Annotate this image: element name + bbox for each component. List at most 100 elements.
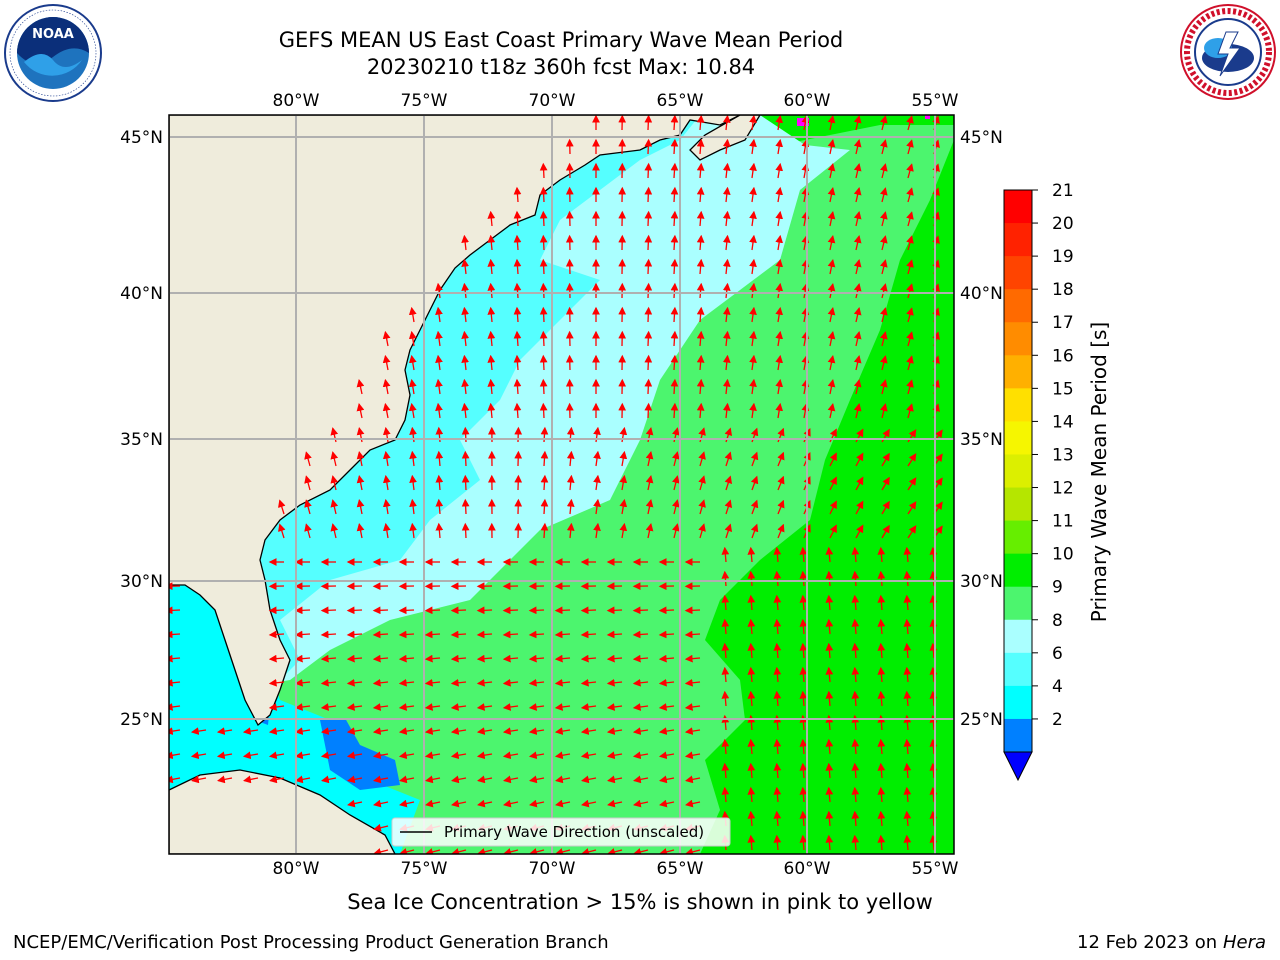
wave-direction-arrow: [696, 186, 705, 203]
wave-direction-arrow: [777, 451, 785, 467]
wave-direction-arrow: [294, 751, 311, 760]
wave-direction-arrow: [619, 498, 628, 515]
wave-direction-arrow: [747, 738, 756, 755]
wave-direction-arrow: [672, 451, 680, 467]
colorbar-tick-label: 8: [1052, 611, 1063, 631]
wave-direction-arrow: [450, 727, 467, 735]
noaa-logo-text: NOAA: [32, 27, 74, 42]
wave-direction-arrow: [722, 258, 731, 275]
wave-direction-arrow: [670, 330, 679, 347]
wave-direction-arrow: [242, 751, 259, 760]
lon-label-bottom: 55°W: [912, 859, 959, 879]
wave-direction-arrow: [906, 307, 914, 323]
wave-direction-arrow: [799, 810, 808, 827]
wave-direction-arrow: [476, 606, 493, 615]
wave-direction-arrow: [513, 210, 522, 227]
wave-direction-arrow: [659, 775, 675, 784]
wave-direction-arrow: [777, 475, 785, 491]
wave-direction-arrow: [435, 354, 443, 371]
wave-direction-arrow: [372, 703, 389, 711]
sea-ice-note: Sea Ice Concentration > 15% is shown in …: [347, 890, 933, 914]
wave-direction-arrow: [929, 786, 938, 803]
wave-direction-arrow: [929, 594, 938, 611]
wave-direction-arrow: [304, 499, 312, 515]
wave-direction-arrow: [775, 162, 784, 179]
wave-direction-arrow: [294, 606, 311, 615]
wave-direction-arrow: [502, 630, 519, 639]
wave-direction-arrow: [853, 115, 862, 131]
lon-label-bottom: 75°W: [401, 859, 448, 879]
wave-direction-arrow: [929, 570, 938, 587]
wave-direction-arrow: [749, 354, 757, 371]
wave-direction-arrow: [670, 186, 679, 203]
wave-direction-arrow: [853, 379, 862, 395]
wave-direction-arrow: [408, 306, 417, 323]
wave-direction-arrow: [528, 703, 545, 711]
wave-direction-arrow: [461, 354, 470, 371]
map-frame: [168, 114, 955, 855]
wave-direction-arrow: [827, 115, 836, 131]
colorbar-tick-label: 18: [1052, 280, 1074, 300]
wave-direction-arrow: [632, 727, 649, 735]
wave-direction-arrow: [398, 727, 415, 735]
wave-direction-arrow: [539, 162, 548, 179]
wave-direction-arrow: [356, 499, 365, 515]
colorbar-tick-label: 19: [1052, 247, 1074, 267]
wave-direction-arrow: [877, 834, 886, 851]
wave-direction-arrow: [877, 546, 886, 563]
wave-direction-arrow: [696, 282, 705, 299]
wave-direction-arrow: [554, 751, 571, 760]
wave-direction-arrow: [513, 402, 522, 419]
wave-direction-arrow: [269, 775, 285, 784]
wave-direction-arrow: [827, 235, 836, 251]
wave-direction-arrow: [243, 775, 259, 784]
lat-label-left: 30°N: [120, 572, 163, 592]
colorbar-tick-label: 2: [1052, 710, 1063, 730]
colorbar-tick-label: 14: [1052, 412, 1074, 432]
wave-direction-arrow: [606, 727, 623, 735]
wave-direction-arrow: [722, 402, 731, 419]
wave-direction-arrow: [775, 282, 784, 299]
wave-direction-arrow: [294, 654, 311, 663]
date-stamp: 12 Feb 2023 on Hera: [1077, 932, 1266, 953]
wave-direction-arrow: [373, 775, 389, 784]
wave-direction-arrow: [658, 678, 675, 687]
colorbar-tick-label: 11: [1052, 512, 1074, 532]
wave-direction-arrow: [799, 738, 808, 755]
wave-direction-arrow: [658, 654, 675, 663]
wave-direction-arrow: [696, 378, 705, 395]
wave-direction-arrow: [880, 163, 888, 179]
wave-direction-arrow: [696, 354, 705, 371]
wave-direction-arrow: [268, 630, 285, 639]
wave-direction-arrow: [721, 594, 730, 611]
wave-direction-arrow: [851, 546, 860, 563]
wave-direction-arrow: [749, 402, 757, 419]
wave-direction-arrow: [906, 139, 914, 155]
wave-direction-arrow: [461, 378, 470, 395]
wave-direction-arrow: [853, 331, 862, 347]
wave-direction-arrow: [827, 283, 836, 299]
wave-direction-arrow: [827, 259, 836, 275]
wave-direction-arrow: [644, 186, 653, 203]
wave-direction-arrow: [528, 606, 545, 615]
wave-direction-arrow: [408, 378, 417, 395]
colorbar-segment: [1004, 652, 1032, 687]
wave-direction-arrow: [450, 606, 467, 615]
wave-direction-arrow: [929, 690, 938, 707]
wave-direction-arrow: [632, 751, 649, 760]
wave-direction-arrow: [825, 642, 834, 659]
wave-direction-arrow: [461, 402, 470, 419]
wave-direction-arrow: [777, 523, 785, 539]
wave-direction-arrow: [451, 848, 467, 854]
wave-direction-arrow: [672, 523, 680, 539]
wave-direction-arrow: [540, 474, 549, 491]
wave-direction-arrow: [513, 330, 522, 347]
wave-direction-arrow: [476, 654, 493, 663]
wave-direction-arrow: [825, 810, 834, 827]
wave-direction-arrow: [722, 186, 731, 203]
wave-direction-arrow: [907, 429, 917, 443]
wave-direction-arrow: [906, 235, 914, 251]
wave-direction-arrow: [409, 522, 417, 539]
wave-direction-arrow: [799, 618, 808, 635]
